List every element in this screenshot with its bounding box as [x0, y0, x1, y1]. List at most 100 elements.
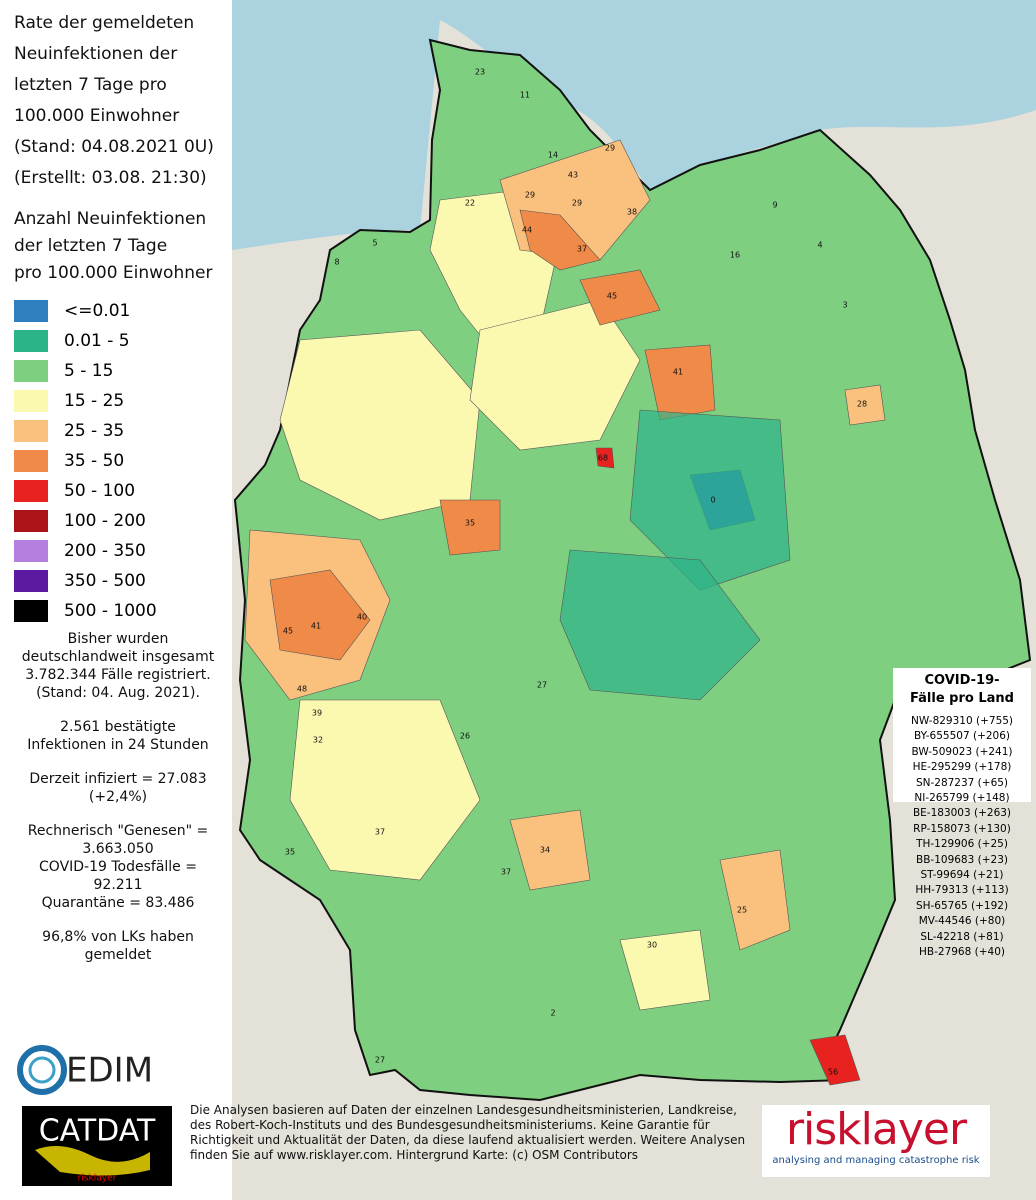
legend-swatch [14, 420, 48, 442]
sea [232, 0, 1036, 250]
land-line: BW-509023 (+241) [911, 745, 1013, 758]
stats-line [0, 754, 236, 770]
stats: Bisher wurden deutschlandweit insgesamt 3.… [0, 630, 236, 964]
land-box-title-line: COVID-19- [924, 673, 1000, 688]
legend-item: 50 - 100 [14, 476, 157, 506]
stats-line: Quarantäne = 83.486 [41, 895, 195, 911]
legend-item: 5 - 15 [14, 356, 157, 386]
title-line: 100.000 Einwohner [14, 106, 180, 126]
legend: <=0.01 0.01 - 5 5 - 15 15 - 25 25 - 35 35 - 5… [14, 296, 157, 626]
district-label: 30 [647, 941, 657, 950]
stats-line: gemeldet [84, 947, 152, 963]
region [559, 549, 761, 701]
district-label: 56 [828, 1068, 838, 1077]
stats-line: (+2,4%) [88, 789, 148, 805]
logo-panel: EDIM CATDAT risklayer [0, 1040, 232, 1200]
legend-label: 350 - 500 [64, 571, 146, 591]
region [595, 447, 615, 469]
legend-label: <=0.01 [64, 301, 131, 321]
legend-label: 5 - 15 [64, 361, 114, 381]
district-label: 45 [607, 292, 617, 301]
legend-title: Anzahl Neuinfektionen der letzten 7 Tage p… [14, 206, 212, 287]
land-line: NI-265799 (+148) [914, 792, 1010, 805]
cedim-ring [28, 1056, 56, 1084]
district-label: 4 [817, 241, 822, 250]
district-label: 22 [465, 199, 475, 208]
regions [244, 139, 886, 1086]
region [719, 849, 791, 951]
land-line: SL-42218 (+81) [920, 930, 1004, 943]
district-label: 37 [577, 245, 587, 254]
stats-line: 96,8% von LKs haben [42, 929, 194, 945]
legend-swatch [14, 300, 48, 322]
land-line: BB-109683 (+23) [916, 853, 1008, 866]
catdat-logo: CATDAT [39, 1114, 156, 1149]
catdat-sub: risklayer [78, 1174, 117, 1184]
cedim-logo: EDIM [66, 1051, 153, 1091]
district-label: 32 [313, 736, 323, 745]
cedim-ring [17, 1045, 67, 1095]
land-line: TH-129906 (+25) [916, 838, 1008, 851]
title: Rate der gemeldeten Neuinfektionen der let… [14, 8, 214, 194]
district-label: 27 [375, 1056, 385, 1065]
district-label: 28 [857, 400, 867, 409]
legend-swatch [14, 570, 48, 592]
district-label: 11 [520, 91, 530, 100]
legend-label: 25 - 35 [64, 421, 125, 441]
land-line: MV-44546 (+80) [918, 915, 1006, 928]
district-label: 27 [537, 681, 547, 690]
catdat-map [35, 1146, 150, 1176]
land-line: HH-79313 (+113) [915, 884, 1009, 897]
district-label: 39 [312, 709, 322, 718]
region [579, 269, 661, 326]
stats-line: 92.211 [93, 877, 143, 893]
legend-swatch [14, 600, 48, 622]
stats-line: (Stand: 04. Aug. 2021). [36, 685, 200, 701]
district-label: 14 [548, 151, 558, 160]
district-label: 29 [605, 144, 615, 153]
title-line: Neuinfektionen der [14, 44, 178, 64]
footer-line: Richtigkeit und Aktualität der Daten, da… [190, 1133, 746, 1147]
district-label: 38 [627, 208, 637, 217]
region [289, 699, 481, 881]
land-line: RP-158073 (+130) [913, 822, 1011, 835]
district-label: 3 [842, 301, 847, 310]
district-label: 40 [357, 613, 367, 622]
legend-swatch [14, 390, 48, 412]
legend-swatch [14, 510, 48, 532]
legend-item: 500 - 1000 [14, 596, 157, 626]
stats-line [0, 912, 236, 928]
region [844, 384, 886, 426]
region [619, 929, 711, 1011]
district-label: 35 [465, 519, 475, 528]
footer-line: finden Sie auf www.risklayer.com. Hinter… [190, 1148, 639, 1162]
land-line: HE-295299 (+178) [912, 761, 1012, 774]
district-label: 41 [673, 368, 683, 377]
left-panel: Rate der gemeldeten Neuinfektionen der let… [0, 0, 232, 1040]
legend-item: 100 - 200 [14, 506, 157, 536]
title-line: letzten 7 Tage pro [14, 75, 167, 95]
district-label: 68 [598, 454, 608, 463]
footer: Die Analysen basieren auf Daten der einz… [190, 1103, 770, 1163]
land-box-title: COVID-19- Fälle pro Land [893, 672, 1031, 708]
legend-label: 100 - 200 [64, 511, 146, 531]
stats-line: Infektionen in 24 Stunden [27, 737, 209, 753]
risklayer-name: risklayer [785, 1104, 967, 1155]
district-label: 45 [283, 627, 293, 636]
land-box: COVID-19- Fälle pro Land NW-829310 (+755)… [893, 668, 1031, 958]
footer-line: Die Analysen basieren auf Daten der einz… [190, 1103, 737, 1117]
land-line: SH-65765 (+192) [915, 899, 1009, 912]
legend-label: 0.01 - 5 [64, 331, 130, 351]
region [629, 409, 791, 591]
stats-line: deutschlandweit insgesamt [21, 649, 215, 665]
legend-item: 35 - 50 [14, 446, 157, 476]
stats-line [0, 702, 236, 718]
district-label: 37 [501, 868, 511, 877]
title-line: (Erstellt: 03.08. 21:30) [14, 168, 207, 188]
legend-item: <=0.01 [14, 296, 157, 326]
district-label: 26 [460, 732, 470, 741]
legend-swatch [14, 450, 48, 472]
legend-swatch [14, 540, 48, 562]
